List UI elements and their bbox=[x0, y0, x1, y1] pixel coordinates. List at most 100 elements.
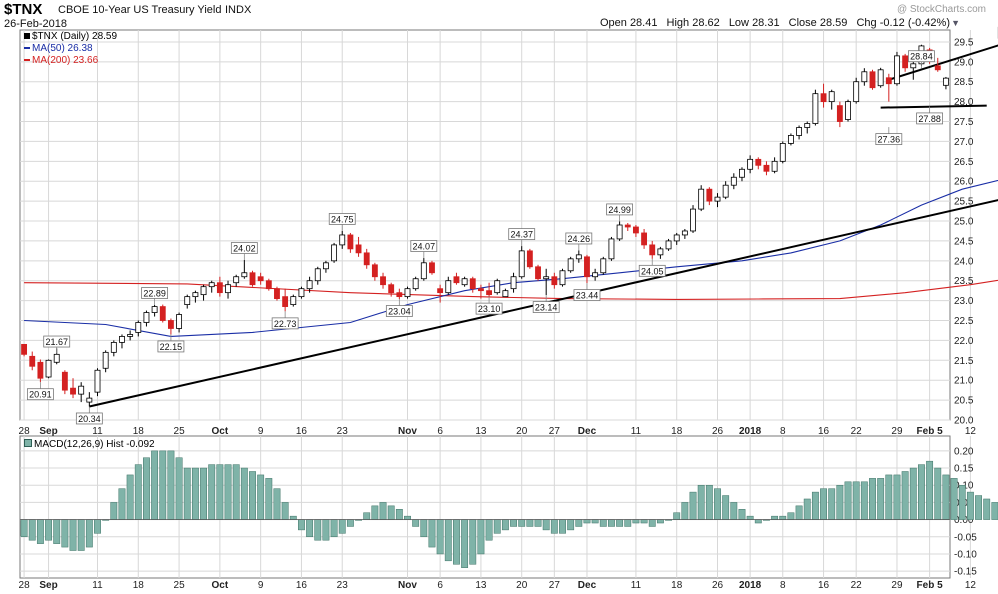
macd-hist-bar bbox=[852, 481, 860, 520]
macd-hist-bar bbox=[771, 515, 779, 520]
macd-hist-bar bbox=[575, 519, 583, 527]
price-x-tick-label: Sep bbox=[39, 426, 57, 437]
ohlc-open-value: 28.41 bbox=[629, 17, 658, 29]
price-y-tick-label: 24.5 bbox=[954, 236, 974, 247]
price-y-tick-label: 28.5 bbox=[954, 77, 974, 88]
candle-body bbox=[551, 276, 558, 286]
candle-body bbox=[673, 234, 680, 242]
annotation-box bbox=[638, 264, 666, 277]
macd-hist-bar bbox=[306, 519, 314, 538]
annotation-label: 24.07 bbox=[413, 242, 436, 252]
ohlc-close-value: 28.59 bbox=[819, 17, 848, 29]
price-y-tick-label: 20.0 bbox=[954, 416, 974, 427]
macd-hist-bar bbox=[673, 512, 681, 520]
candle-body bbox=[102, 351, 109, 369]
macd-hist-bar bbox=[94, 519, 101, 534]
macd-hist-bar bbox=[975, 495, 982, 520]
annotation-box bbox=[410, 240, 438, 252]
macd-hist-bar bbox=[322, 519, 330, 541]
candle-body bbox=[632, 226, 639, 234]
candle-body bbox=[894, 55, 900, 85]
candle-body bbox=[722, 184, 729, 198]
candle-body bbox=[21, 343, 28, 355]
macd-hist-bar bbox=[909, 467, 917, 520]
price-x-tick-label: 6 bbox=[437, 426, 443, 437]
annotation-box bbox=[565, 232, 593, 245]
macd-hist-bar bbox=[803, 498, 811, 520]
macd-hist-bar bbox=[151, 450, 159, 520]
candle-body bbox=[265, 280, 272, 290]
price-y-tick-label: 24.0 bbox=[954, 256, 974, 267]
candle-body bbox=[934, 65, 941, 71]
symbol-name: CBOE 10-Year US Treasury Yield bbox=[58, 4, 222, 16]
macd-hist-bar bbox=[942, 474, 950, 520]
watermark: @ StockCharts.com bbox=[896, 4, 986, 15]
price-x-tick-label: 13 bbox=[475, 426, 487, 437]
macd-hist-bar bbox=[461, 519, 469, 568]
annotation-box bbox=[328, 213, 356, 225]
candle-body bbox=[787, 135, 794, 144]
annotation-label: 28.84 bbox=[910, 52, 933, 62]
candle-body bbox=[592, 272, 599, 278]
exchange: INDX bbox=[225, 4, 252, 16]
price-x-tick-label: 26 bbox=[712, 426, 724, 437]
price-x-tick-label: 23 bbox=[337, 426, 349, 437]
candle-body bbox=[755, 158, 762, 166]
price-x-tick-label: 11 bbox=[631, 426, 642, 437]
macd-hist-bar bbox=[249, 471, 256, 520]
candle-body bbox=[412, 278, 419, 290]
legend-ma50: MA(50) 26.38 bbox=[24, 43, 117, 55]
macd-y-tick-label: -0.05 bbox=[954, 532, 977, 543]
candle-body bbox=[143, 312, 150, 323]
candle-body bbox=[274, 288, 280, 300]
macd-hist-bar bbox=[689, 491, 697, 520]
macd-x-tick-label: 22 bbox=[851, 580, 863, 591]
candle-body bbox=[910, 63, 917, 69]
candle-body bbox=[45, 359, 52, 378]
macd-hist-bar bbox=[395, 509, 403, 520]
macd-hist-bar bbox=[69, 519, 77, 551]
macd-hist-bar bbox=[363, 512, 371, 520]
macd-hist-bar bbox=[371, 505, 379, 520]
macd-hist-bar bbox=[453, 519, 460, 565]
candle-body bbox=[396, 292, 403, 298]
macd-hist-bar bbox=[795, 505, 803, 520]
candle-body bbox=[771, 160, 778, 172]
price-y-tick-label: 26.5 bbox=[954, 157, 974, 168]
macd-hist-bar bbox=[885, 474, 893, 520]
annotation-label: 24.37 bbox=[510, 230, 533, 240]
macd-hist-bar bbox=[958, 484, 966, 520]
annotation-box bbox=[916, 112, 944, 125]
candle-body bbox=[363, 252, 370, 266]
candle-body bbox=[779, 143, 786, 162]
macd-hist-bar bbox=[257, 474, 265, 520]
price-x-tick-label: Dec bbox=[578, 426, 597, 437]
macd-hist-bar bbox=[616, 519, 624, 527]
candle-body bbox=[184, 296, 191, 305]
macd-hist-bar bbox=[143, 457, 150, 520]
price-x-tick-label: 8 bbox=[780, 426, 786, 437]
chevron-down-icon[interactable]: ▼ bbox=[951, 18, 960, 28]
candle-body bbox=[404, 288, 411, 298]
candle-body bbox=[249, 272, 256, 286]
macd-hist-bar bbox=[118, 488, 126, 520]
price-y-tick-label: 25.0 bbox=[954, 217, 974, 228]
candle-body bbox=[690, 208, 696, 232]
macd-hist-bar bbox=[20, 519, 28, 538]
candle-body bbox=[192, 292, 199, 298]
header-bar: $TNX CBOE 10-Year US Treasury Yield INDX… bbox=[0, 0, 998, 30]
annotation-box bbox=[141, 287, 169, 299]
candle-body bbox=[486, 290, 493, 296]
macd-hist-bar bbox=[714, 488, 721, 520]
macd-x-tick-label: 11 bbox=[631, 580, 642, 591]
macd-x-tick-label: 2018 bbox=[739, 580, 762, 591]
macd-hist-bar bbox=[346, 519, 354, 527]
annotation-label: 22.73 bbox=[274, 319, 297, 329]
macd-hist-bar bbox=[844, 481, 852, 520]
macd-x-tick-label: 8 bbox=[780, 580, 786, 591]
macd-hist-bar bbox=[338, 519, 346, 534]
macd-x-tick-label: Dec bbox=[578, 580, 597, 591]
macd-hist-bar bbox=[436, 519, 444, 555]
price-x-tick-label: Feb 5 bbox=[917, 426, 944, 437]
annotation-box bbox=[908, 50, 935, 63]
